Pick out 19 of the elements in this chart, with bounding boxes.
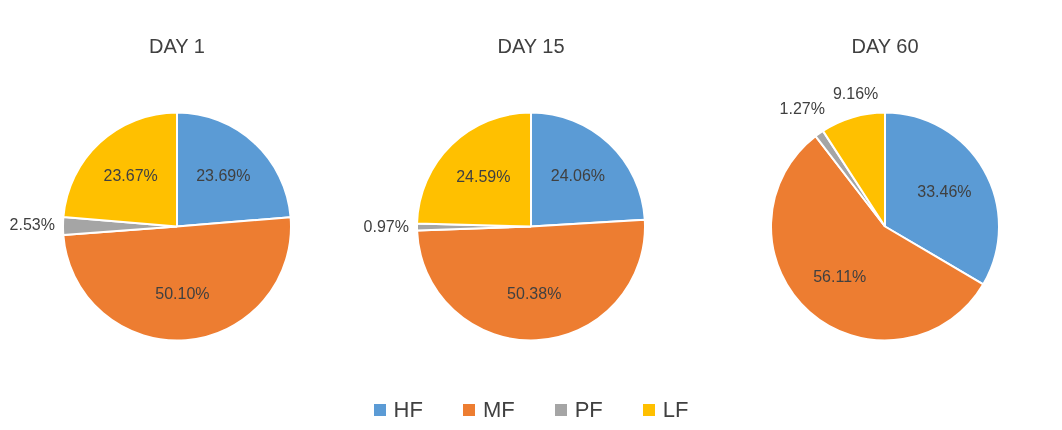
- chart-title: DAY 1: [149, 34, 205, 57]
- data-label: 0.97%: [363, 217, 409, 235]
- data-label: 24.59%: [456, 167, 511, 185]
- data-label: 33.46%: [917, 182, 972, 200]
- legend-label: HF: [393, 397, 423, 423]
- data-label: 2.53%: [9, 216, 55, 234]
- legend-label: PF: [574, 397, 603, 423]
- data-label: 50.10%: [155, 285, 210, 303]
- data-label: 56.11%: [813, 268, 867, 286]
- data-label: 23.69%: [196, 166, 251, 184]
- data-label: 9.16%: [832, 84, 879, 102]
- legend-label: MF: [482, 397, 515, 423]
- data-label: 24.06%: [550, 167, 606, 185]
- data-label: 23.67%: [103, 166, 158, 184]
- chart-title: DAY 60: [851, 34, 919, 57]
- data-label: 50.38%: [507, 285, 562, 303]
- chart-title: DAY 15: [497, 34, 565, 57]
- legend-label: LF: [662, 397, 689, 423]
- data-label: 1.27%: [779, 99, 825, 117]
